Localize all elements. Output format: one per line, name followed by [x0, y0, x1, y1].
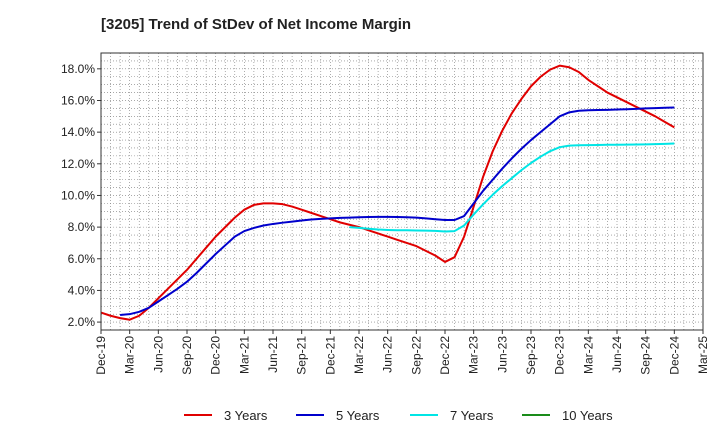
x-tick-label: Dec-19 — [94, 336, 108, 375]
x-tick-label: Jun-22 — [381, 336, 395, 373]
legend-label: 5 Years — [336, 408, 380, 423]
x-axis-ticks: Dec-19 Mar-20 Jun-20 Sep-20 Dec-20 Mar-21 Jun-… — [94, 330, 710, 375]
y-tick-label: 6.0% — [68, 252, 96, 266]
y-tick-label: 14.0% — [61, 125, 95, 139]
x-tick-label: Sep-21 — [295, 336, 309, 375]
x-tick-label: Jun-21 — [266, 336, 280, 373]
legend: 3 Years 5 Years 7 Years 10 Years — [184, 408, 613, 423]
x-tick-label: Dec-24 — [667, 336, 681, 375]
x-tick-label: Mar-23 — [467, 336, 481, 374]
series-line-5-years — [120, 106, 675, 316]
y-tick-label: 2.0% — [68, 315, 96, 329]
x-tick-label: Dec-22 — [438, 336, 452, 375]
legend-label: 7 Years — [450, 408, 494, 423]
y-tick-label: 10.0% — [61, 188, 95, 202]
x-tick-label: Jun-20 — [151, 336, 165, 373]
x-tick-label: Dec-20 — [209, 336, 223, 375]
y-tick-label: 8.0% — [68, 220, 96, 234]
series-line-7-years — [349, 142, 675, 233]
x-tick-label: Dec-21 — [323, 336, 337, 375]
x-tick-label: Mar-20 — [123, 336, 137, 374]
x-tick-label: Sep-24 — [639, 336, 653, 375]
y-axis-ticks: 2.0% 4.0% 6.0% 8.0% 10.0% 12.0% 14.0% 16.0% 18.0… — [61, 62, 101, 329]
x-tick-label: Sep-23 — [524, 336, 538, 375]
x-tick-label: Mar-24 — [581, 336, 595, 374]
chart-title: [3205] Trend of StDev of Net Income Marg… — [101, 16, 411, 33]
x-tick-label: Mar-25 — [696, 336, 710, 374]
x-tick-label: Mar-21 — [237, 336, 251, 374]
x-tick-label: Jun-23 — [495, 336, 509, 373]
series-lines — [100, 64, 675, 321]
legend-label: 3 Years — [224, 408, 268, 423]
x-tick-label: Dec-23 — [553, 336, 567, 375]
legend-label: 10 Years — [562, 408, 613, 423]
x-tick-label: Mar-22 — [352, 336, 366, 374]
y-tick-label: 16.0% — [61, 93, 95, 107]
x-tick-label: Sep-22 — [409, 336, 423, 375]
plot-area — [100, 52, 704, 331]
y-tick-label: 4.0% — [68, 283, 96, 297]
series-line-3-years — [100, 64, 675, 321]
y-tick-label: 18.0% — [61, 62, 95, 76]
x-tick-label: Jun-24 — [610, 336, 624, 373]
x-tick-label: Sep-20 — [180, 336, 194, 375]
y-tick-label: 12.0% — [61, 157, 95, 171]
